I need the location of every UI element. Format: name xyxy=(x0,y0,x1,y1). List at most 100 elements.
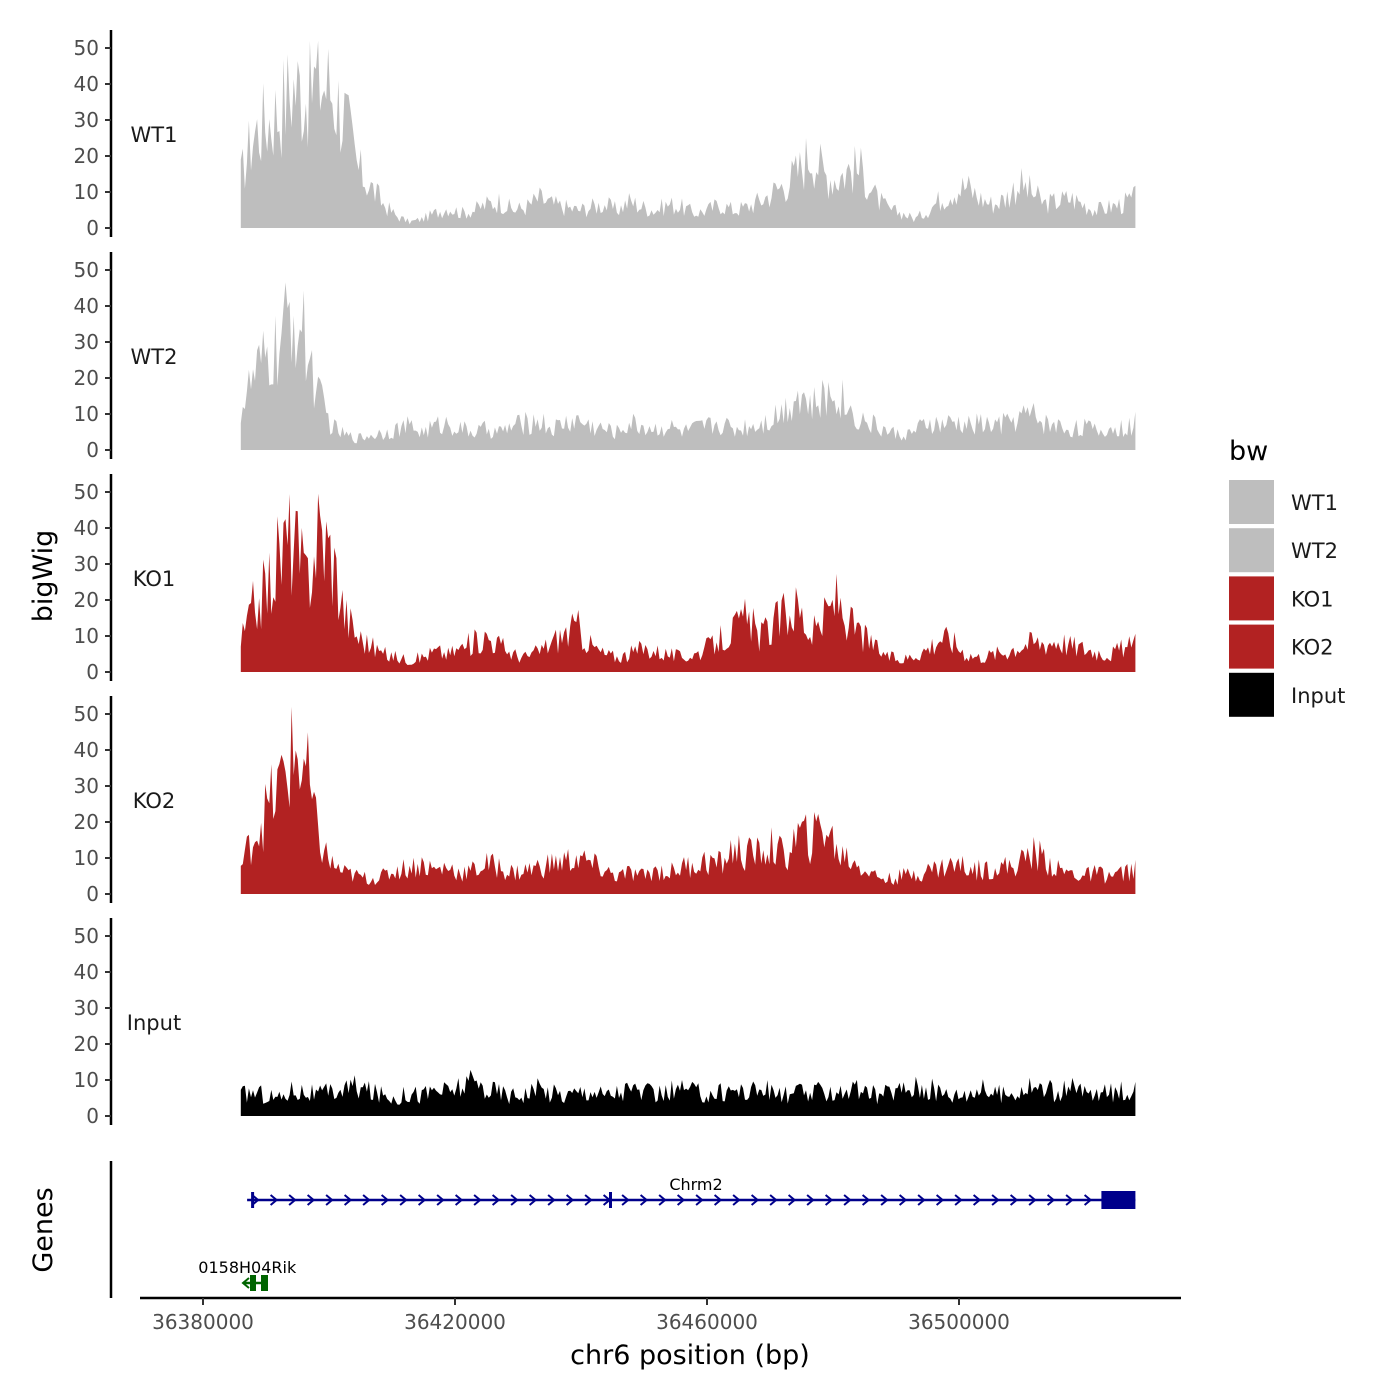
y-tick-label: 50 xyxy=(74,480,99,504)
strand-arrow xyxy=(491,1194,501,1206)
legend: WT1 WT2 KO1 KO2 Input xyxy=(1229,480,1345,717)
x-tick-label: 36420000 xyxy=(404,1310,506,1334)
exon xyxy=(609,1192,612,1208)
track-ko2: 0 10 20 30 40 50 KO2 xyxy=(74,696,1136,906)
strand-arrow xyxy=(343,1194,353,1206)
track-wt1: 0 10 20 30 40 50 WT1 xyxy=(74,30,1136,240)
x-tick-label: 36500000 xyxy=(908,1310,1010,1334)
exon xyxy=(251,1192,255,1208)
strand-arrow xyxy=(695,1194,704,1206)
strand-arrow xyxy=(417,1194,427,1206)
strand-arrow xyxy=(510,1194,519,1206)
x-axis-title: chr6 position (bp) xyxy=(570,1340,810,1371)
strand-arrow xyxy=(880,1194,889,1206)
legend-item-ko1: KO1 xyxy=(1229,576,1334,621)
y-tick-label: 0 xyxy=(86,882,99,906)
signal-area-wt1 xyxy=(240,40,1136,228)
gene-label: 4930158H04Rik xyxy=(168,1258,297,1277)
y-tick-label: 50 xyxy=(74,702,99,726)
strand-arrow xyxy=(436,1194,445,1206)
x-tick-label: 36460000 xyxy=(656,1310,758,1334)
y-tick-label: 20 xyxy=(74,144,99,168)
y-tick-label: 40 xyxy=(74,516,99,540)
y-tick-label: 0 xyxy=(86,660,99,684)
y-tick-label: 40 xyxy=(74,738,99,762)
strand-arrow xyxy=(806,1194,815,1206)
legend-swatch xyxy=(1229,480,1274,524)
strand-arrow xyxy=(843,1194,852,1206)
exon xyxy=(261,1275,268,1291)
strand-arrow xyxy=(769,1194,778,1206)
strand-arrow xyxy=(380,1194,390,1206)
genes-track-title: Genes xyxy=(28,1187,59,1272)
track-label-ko2: KO2 xyxy=(133,789,176,813)
y-tick-label: 20 xyxy=(74,810,99,834)
strand-arrow xyxy=(1046,1194,1056,1206)
strand-arrow xyxy=(676,1194,686,1206)
strand-arrow xyxy=(898,1194,908,1206)
x-tick-label: 36380000 xyxy=(152,1310,254,1334)
y-tick-label: 30 xyxy=(74,108,99,132)
y-tick-label: 10 xyxy=(74,624,99,648)
strand-arrow xyxy=(991,1194,1000,1206)
track-label-wt2: WT2 xyxy=(131,345,178,369)
strand-arrow xyxy=(861,1194,871,1206)
strand-arrow xyxy=(454,1194,464,1206)
y-tick-label: 50 xyxy=(74,258,99,282)
y-tick-label: 50 xyxy=(74,924,99,948)
strand-arrow xyxy=(547,1194,556,1206)
y-tick-label: 40 xyxy=(74,72,99,96)
y-tick-label: 20 xyxy=(74,1032,99,1056)
signal-area-wt2 xyxy=(240,282,1136,450)
tracks: 0 10 20 30 40 50 WT1 0 10 20 30 40 50 WT2 0 10 20 30 40 50 K… xyxy=(74,30,1136,1128)
strand-arrow xyxy=(269,1194,279,1206)
strand-arrow xyxy=(787,1194,797,1206)
legend-swatch xyxy=(1229,528,1274,573)
strand-arrow xyxy=(954,1194,963,1206)
y-tick-label: 0 xyxy=(86,216,99,240)
legend-swatch xyxy=(1229,672,1274,717)
legend-label: WT1 xyxy=(1291,491,1338,515)
strand-arrow xyxy=(288,1194,297,1206)
exon xyxy=(250,1275,256,1291)
legend-item-input: Input xyxy=(1229,672,1345,717)
strand-arrow xyxy=(241,1277,250,1289)
exon xyxy=(1101,1191,1136,1209)
strand-arrow xyxy=(732,1194,741,1206)
track-ko1: 0 10 20 30 40 50 KO1 xyxy=(74,474,1136,684)
signal-area-ko1 xyxy=(240,493,1136,672)
strand-arrow xyxy=(1083,1194,1093,1206)
track-input: 0 10 20 30 40 50 Input xyxy=(74,918,1136,1128)
y-axis-title: bigWig xyxy=(28,530,59,623)
strand-arrow xyxy=(1009,1194,1019,1206)
y-tick-label: 30 xyxy=(74,330,99,354)
y-tick-label: 30 xyxy=(74,996,99,1020)
strand-arrow xyxy=(750,1194,760,1206)
legend-swatch xyxy=(1229,624,1274,669)
strand-arrow xyxy=(306,1194,316,1206)
y-tick-label: 30 xyxy=(74,774,99,798)
legend-label: Input xyxy=(1291,684,1345,708)
legend-label: KO2 xyxy=(1291,636,1334,660)
strand-arrow xyxy=(1065,1194,1074,1206)
track-label-input: Input xyxy=(127,1011,181,1035)
strand-arrow xyxy=(621,1194,630,1206)
legend-item-ko2: KO2 xyxy=(1229,624,1334,669)
y-tick-label: 20 xyxy=(74,366,99,390)
y-tick-label: 40 xyxy=(74,960,99,984)
strand-arrow xyxy=(658,1194,667,1206)
legend-item-wt2: WT2 xyxy=(1229,528,1338,573)
strand-arrow xyxy=(824,1194,834,1206)
gene-4930158h04rik: 4930158H04Rik xyxy=(168,1258,297,1291)
strand-arrow xyxy=(473,1194,482,1206)
strand-arrow xyxy=(1028,1194,1037,1206)
track-label-wt1: WT1 xyxy=(131,123,178,147)
y-tick-label: 0 xyxy=(86,1104,99,1128)
strand-arrow xyxy=(713,1194,723,1206)
strand-arrow xyxy=(325,1194,334,1206)
legend-label: WT2 xyxy=(1291,539,1338,563)
y-tick-label: 20 xyxy=(74,588,99,612)
legend-label: KO1 xyxy=(1291,587,1334,611)
strand-arrow xyxy=(399,1194,408,1206)
y-tick-label: 30 xyxy=(74,552,99,576)
